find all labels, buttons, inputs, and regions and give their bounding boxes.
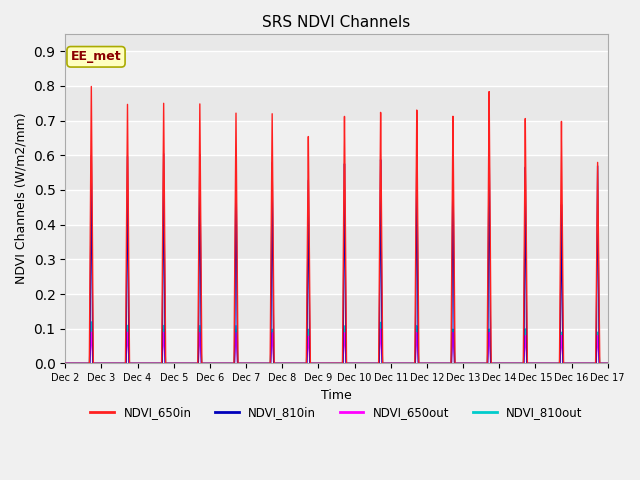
Bar <box>65 329 608 363</box>
Bar <box>65 259 608 294</box>
NDVI_810out <box>264 360 272 366</box>
NDVI_650in <box>177 360 185 366</box>
Y-axis label: NDVI Channels (W/m2/mm): NDVI Channels (W/m2/mm) <box>15 113 28 285</box>
NDVI_810in <box>172 360 179 366</box>
Text: EE_met: EE_met <box>70 50 122 63</box>
NDVI_810out <box>412 350 419 356</box>
NDVI_810out <box>172 360 179 366</box>
NDVI_650in <box>602 360 610 366</box>
NDVI_810out <box>177 360 185 366</box>
NDVI_650out <box>172 360 179 366</box>
NDVI_650in <box>172 360 179 366</box>
NDVI_810out <box>61 360 69 366</box>
NDVI_810in <box>412 360 419 366</box>
NDVI_810in <box>177 360 185 366</box>
NDVI_650in <box>264 360 272 366</box>
Line: NDVI_650in: NDVI_650in <box>65 86 608 363</box>
NDVI_810out <box>488 360 496 366</box>
NDVI_810in <box>485 138 493 144</box>
NDVI_810in <box>604 360 612 366</box>
NDVI_650in <box>61 360 69 366</box>
NDVI_650out <box>377 326 385 332</box>
NDVI_650out <box>61 360 69 366</box>
NDVI_810in <box>264 360 272 366</box>
X-axis label: Time: Time <box>321 389 352 402</box>
Bar <box>65 51 608 86</box>
NDVI_650in <box>604 360 612 366</box>
Legend: NDVI_650in, NDVI_810in, NDVI_650out, NDVI_810out: NDVI_650in, NDVI_810in, NDVI_650out, NDV… <box>86 401 588 423</box>
NDVI_650out <box>604 360 612 366</box>
Bar <box>65 120 608 156</box>
NDVI_810out <box>604 360 612 366</box>
NDVI_650out <box>602 360 610 366</box>
Line: NDVI_810in: NDVI_810in <box>65 141 608 363</box>
NDVI_650out <box>488 360 496 366</box>
Title: SRS NDVI Channels: SRS NDVI Channels <box>262 15 411 30</box>
NDVI_650out <box>177 360 185 366</box>
NDVI_650in <box>412 294 419 300</box>
NDVI_810in <box>602 360 610 366</box>
Bar <box>65 190 608 225</box>
NDVI_810in <box>488 360 496 366</box>
NDVI_650in <box>88 84 95 89</box>
NDVI_810in <box>61 360 69 366</box>
Line: NDVI_810out: NDVI_810out <box>65 322 608 363</box>
NDVI_650out <box>412 358 419 363</box>
NDVI_650in <box>488 360 496 366</box>
NDVI_810out <box>602 360 610 366</box>
Line: NDVI_650out: NDVI_650out <box>65 329 608 363</box>
NDVI_650out <box>264 360 272 366</box>
NDVI_810out <box>88 319 95 325</box>
